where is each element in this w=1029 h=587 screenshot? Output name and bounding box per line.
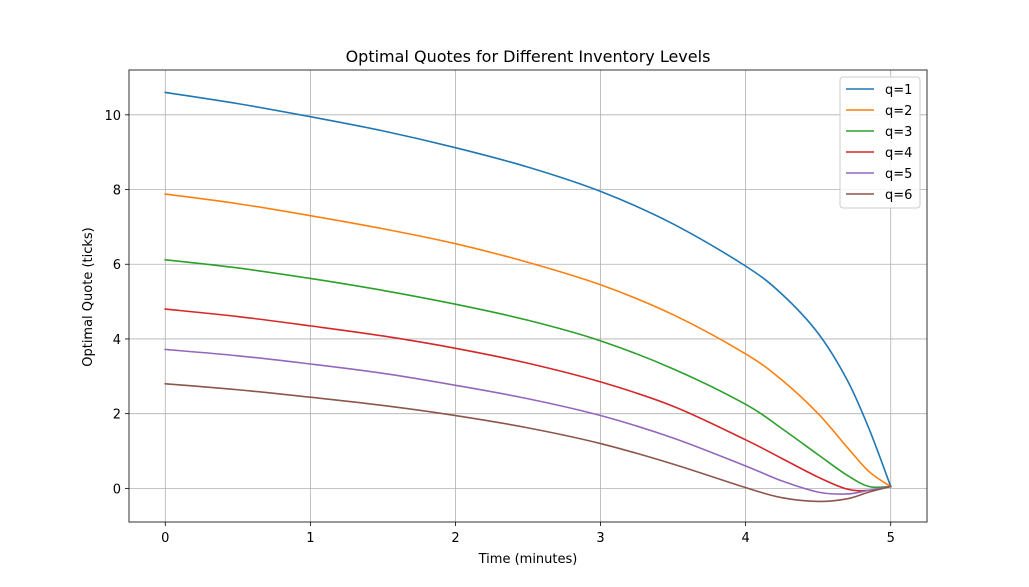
- y-tick-label: 10: [104, 109, 121, 124]
- legend-label: q=5: [885, 167, 912, 182]
- series-line-q6: [164, 382, 892, 503]
- x-axis-ticks: 0 1 2 3 4 5: [161, 522, 895, 546]
- x-axis-label: Time (minutes): [478, 552, 578, 567]
- x-tick-label: 2: [451, 531, 459, 546]
- y-axis-ticks: 0 2 4 6 8 10: [104, 109, 129, 497]
- series-lines: [164, 91, 892, 503]
- legend-label: q=6: [885, 188, 912, 203]
- legend-label: q=4: [885, 146, 912, 161]
- series-line-q2: [164, 193, 892, 488]
- chart-title: Optimal Quotes for Different Inventory L…: [346, 47, 711, 66]
- legend-label: q=1: [885, 83, 912, 98]
- x-tick-label: 5: [887, 531, 895, 546]
- series-line-q5: [164, 348, 892, 495]
- grid: [129, 70, 927, 522]
- series-line-q4: [164, 308, 892, 492]
- legend-label: q=3: [885, 125, 912, 140]
- plot-frame: [128, 69, 928, 523]
- legend-label: q=2: [885, 104, 912, 119]
- x-tick-label: 3: [596, 531, 604, 546]
- x-tick-label: 0: [161, 531, 169, 546]
- y-tick-label: 4: [113, 333, 121, 348]
- x-tick-label: 4: [741, 531, 749, 546]
- y-tick-label: 0: [113, 482, 121, 497]
- x-tick-label: 1: [306, 531, 314, 546]
- y-tick-label: 8: [113, 184, 121, 199]
- series-line-q3: [164, 258, 892, 489]
- y-axis-label: Optimal Quote (ticks): [81, 227, 96, 367]
- legend: q=1 q=2 q=3 q=4 q=5 q=6: [839, 76, 921, 209]
- y-tick-label: 2: [113, 408, 121, 423]
- series-line-q1: [164, 91, 892, 488]
- y-tick-label: 6: [113, 258, 121, 273]
